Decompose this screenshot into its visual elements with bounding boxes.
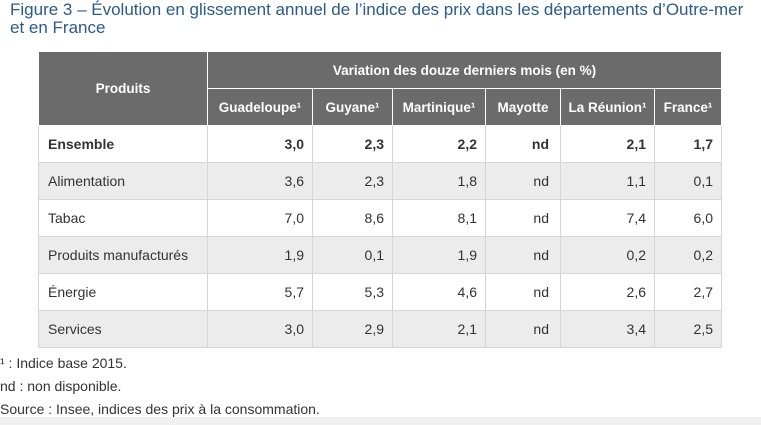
cell-value: 2,2 — [392, 125, 486, 163]
cell-value: 2,9 — [312, 310, 393, 348]
cell-value: nd — [485, 125, 561, 163]
cell-value: 3,4 — [560, 310, 655, 348]
cell-value: 0,2 — [560, 236, 655, 274]
row-label: Services — [38, 310, 208, 348]
footnote-not-available: nd : non disponible. — [0, 378, 122, 394]
cell-value: 7,0 — [207, 199, 313, 237]
cell-value: 3,0 — [207, 310, 313, 348]
price-index-table: Produits Variation des douze derniers mo… — [38, 51, 722, 348]
figure-title: Figure 3 – Évolution en glissement annue… — [10, 0, 744, 37]
cell-value: 4,6 — [392, 273, 486, 311]
cell-value: 2,6 — [560, 273, 655, 311]
cell-value: 2,3 — [312, 162, 393, 200]
cell-value: 8,6 — [312, 199, 393, 237]
cell-value: 1,1 — [560, 162, 655, 200]
cell-value: 2,3 — [312, 125, 393, 163]
cell-value: 2,5 — [654, 310, 722, 348]
cell-value: 1,9 — [207, 236, 313, 274]
column-header-guadeloupe: Guadeloupe¹ — [207, 88, 313, 126]
cell-value: 6,0 — [654, 199, 722, 237]
column-header-la-reunion: La Réunion¹ — [560, 88, 655, 126]
cell-value: 1,9 — [392, 236, 486, 274]
cell-value: nd — [485, 236, 561, 274]
cell-value: nd — [485, 273, 561, 311]
cell-value: nd — [485, 162, 561, 200]
cell-value: 7,4 — [560, 199, 655, 237]
column-header-martinique: Martinique¹ — [392, 88, 486, 126]
cell-value: nd — [485, 310, 561, 348]
table-row: Énergie 5,7 5,3 4,6 nd 2,6 2,7 — [38, 273, 722, 311]
cell-value: 2,1 — [392, 310, 486, 348]
cell-value: 0,2 — [654, 236, 722, 274]
cell-value: 1,7 — [654, 125, 722, 163]
footnotes: ¹ : Indice base 2015. nd : non disponibl… — [0, 352, 320, 421]
row-label: Énergie — [38, 273, 208, 311]
table-row: Services 3,0 2,9 2,1 nd 3,4 2,5 — [38, 310, 722, 348]
page-bottom-strip — [0, 417, 761, 425]
cell-value: nd — [485, 199, 561, 237]
cell-value: 2,7 — [654, 273, 722, 311]
cell-value: 5,7 — [207, 273, 313, 311]
source-note: Source : Insee, indices des prix à la co… — [0, 401, 320, 417]
table-row: Produits manufacturés 1,9 0,1 1,9 nd 0,2… — [38, 236, 722, 274]
row-label: Produits manufacturés — [38, 236, 208, 274]
table-row: Ensemble 3,0 2,3 2,2 nd 2,1 1,7 — [38, 125, 722, 163]
row-label: Ensemble — [38, 125, 208, 163]
variation-group-header: Variation des douze derniers mois (en %) — [207, 51, 722, 89]
table-row: Alimentation 3,6 2,3 1,8 nd 1,1 0,1 — [38, 162, 722, 200]
cell-value: 0,1 — [654, 162, 722, 200]
cell-value: 1,8 — [392, 162, 486, 200]
row-label: Tabac — [38, 199, 208, 237]
column-header-france: France¹ — [654, 88, 722, 126]
column-header-mayotte: Mayotte — [485, 88, 561, 126]
products-header: Produits — [38, 51, 208, 126]
column-header-guyane: Guyane¹ — [312, 88, 393, 126]
row-label: Alimentation — [38, 162, 208, 200]
cell-value: 3,0 — [207, 125, 313, 163]
table-row: Tabac 7,0 8,6 8,1 nd 7,4 6,0 — [38, 199, 722, 237]
cell-value: 2,1 — [560, 125, 655, 163]
footnote-index-base: ¹ : Indice base 2015. — [0, 355, 127, 371]
cell-value: 0,1 — [312, 236, 393, 274]
cell-value: 8,1 — [392, 199, 486, 237]
cell-value: 5,3 — [312, 273, 393, 311]
cell-value: 3,6 — [207, 162, 313, 200]
